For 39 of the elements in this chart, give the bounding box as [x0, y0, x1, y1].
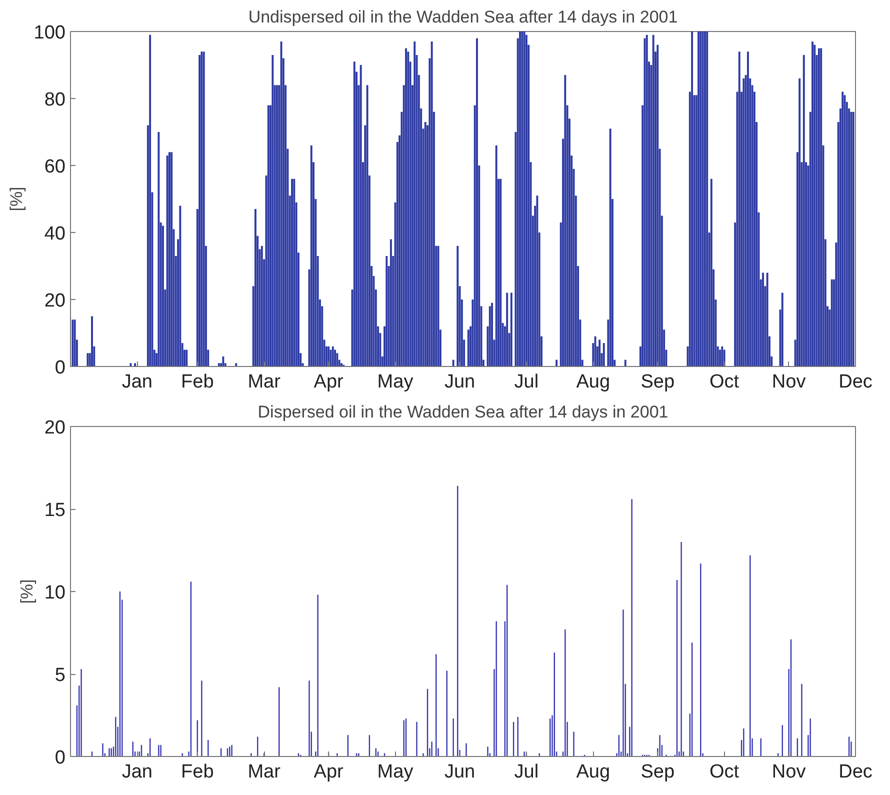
x-tick-label: Jul	[514, 762, 539, 782]
y-tick-label: 100	[34, 22, 66, 44]
x-tick-label: Aug	[576, 762, 610, 782]
x-tick-label: Jul	[514, 372, 539, 392]
x-tick-label: Dec	[838, 372, 872, 392]
y-tick-label: 5	[54, 665, 66, 686]
x-tick-label: Mar	[248, 762, 282, 782]
chart-title: Undispersed oil in the Wadden Sea after 14 days in 2001	[248, 8, 678, 26]
x-tick-label: Nov	[772, 762, 806, 782]
x-tick-label: May	[377, 762, 414, 782]
y-tick-label: 80	[44, 90, 66, 110]
y-axis-title: [%]	[6, 186, 26, 212]
x-tick-label: Jan	[122, 762, 152, 782]
x-tick-label: May	[377, 372, 414, 392]
y-tick-label: 40	[44, 224, 66, 244]
y-tick-label: 60	[44, 156, 66, 178]
x-tick-label: Nov	[772, 372, 806, 392]
y-tick-label: 0	[54, 748, 66, 768]
y-tick-label: 0	[54, 358, 66, 378]
x-tick-label: Feb	[181, 372, 214, 392]
x-tick-label: Jun	[444, 372, 476, 392]
x-tick-label: Mar	[248, 372, 282, 392]
x-tick-label: Dec	[838, 762, 872, 782]
y-tick-label: 20	[44, 290, 66, 312]
x-tick-label: Sep	[640, 372, 675, 392]
x-tick-label: Aug	[576, 372, 610, 392]
y-tick-label: 15	[44, 500, 66, 521]
x-tick-label: Feb	[181, 762, 214, 782]
x-tick-label: Jun	[444, 762, 476, 782]
x-tick-label: Oct	[710, 372, 740, 392]
x-tick-label: Apr	[314, 762, 344, 782]
x-tick-label: Sep	[640, 762, 675, 782]
y-axis-title: [%]	[17, 579, 36, 604]
y-tick-label: 10	[44, 582, 66, 604]
x-tick-label: Apr	[314, 372, 344, 392]
x-tick-label: Oct	[710, 762, 740, 782]
y-tick-label: 20	[44, 418, 66, 438]
x-tick-label: Jan	[122, 372, 152, 392]
chart-title: Dispersed oil in the Wadden Sea after 14 days in 2001	[258, 402, 668, 422]
